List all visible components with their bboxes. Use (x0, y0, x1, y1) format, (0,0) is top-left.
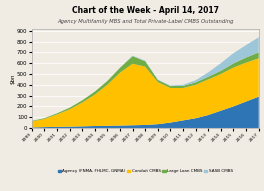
Legend: Agency (FNMA, FHLMC, GNMA), Conduit CMBS, Large Loan CMBS, SASB CMBS: Agency (FNMA, FHLMC, GNMA), Conduit CMBS… (56, 168, 234, 175)
Text: Chart of the Week - April 14, 2017: Chart of the Week - April 14, 2017 (72, 6, 219, 15)
Text: Agency Multifamily MBS and Total Private-Label CMBS Outstanding: Agency Multifamily MBS and Total Private… (57, 19, 233, 24)
Y-axis label: $bn: $bn (11, 73, 16, 83)
